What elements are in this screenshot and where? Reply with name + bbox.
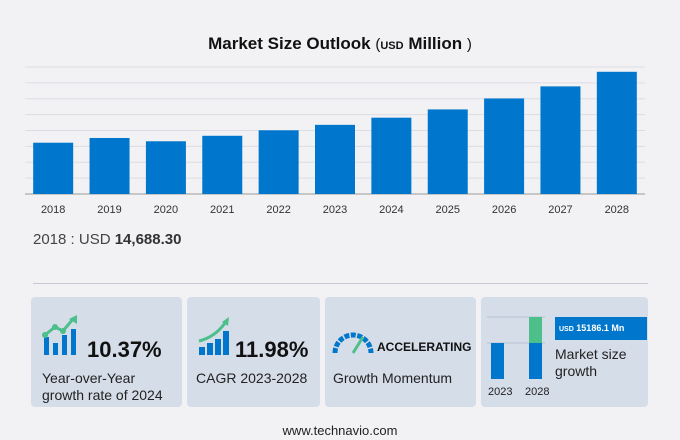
cagr-label: CAGR 2023-2028 [196,370,308,386]
bar-2019 [89,137,130,194]
momentum-card: ACCELERATING Growth Momentum [325,297,476,407]
bar-chart: 2018 2019 2020 2021 2022 2023 2024 2025 2026 2027… [25,66,645,216]
base-value-number: 14,688.30 [114,231,182,248]
badge-value: 15186.1 Mn [576,323,625,333]
bar-2022 [258,130,299,194]
bar-2025 [427,109,468,194]
base-value-label: 2018 : USD [33,231,111,248]
x-tick-label: 2018 [41,204,65,216]
bar-2020 [145,141,186,194]
bar-2021 [202,135,243,194]
bar-2024 [371,117,412,194]
growth-label-2: growth [555,363,598,379]
title-paren: ) [466,36,472,53]
x-tick-label: 2024 [379,204,403,216]
bar-2028 [596,71,637,194]
title-main: Market Size Outlook [208,34,371,53]
badge-unit: USD [559,326,574,333]
base-value: 2018 : USD 14,688.30 [33,231,181,248]
footer-url[interactable]: www.technavio.com [282,423,398,438]
bar-2028-increment [529,317,542,343]
x-tick-label: 2028 [605,204,629,216]
yoy-label-2: growth rate of 2024 [42,387,163,403]
x-tick-label: 2026 [492,204,516,216]
bar-2023 [491,343,504,379]
x-tick-label: 2020 [154,204,178,216]
title-unit-small: USD [380,40,404,52]
x-tick-label: 2021 [210,204,234,216]
year-2023-label: 2023 [488,386,513,398]
growth-chart-icon [42,315,77,355]
yoy-card: 10.37% Year-over-Year growth rate of 202… [31,297,182,407]
title-unit: Million [408,34,463,53]
x-tick-label: 2025 [435,204,459,216]
year-2028-label: 2028 [525,386,550,398]
x-tick-label: 2027 [548,204,572,216]
cagr-value: 11.98% [235,337,309,362]
momentum-label: Growth Momentum [333,370,453,386]
chart-title: Market Size Outlook (USD Million ) [0,34,680,54]
bar-2023 [315,124,355,194]
speedometer-icon [332,332,374,354]
trend-up-icon [198,317,229,355]
growth-badge: USD 15186.1 Mn [555,317,647,340]
x-tick-label: 2022 [266,204,290,216]
cagr-card: 11.98% CAGR 2023-2028 [187,297,320,407]
yoy-value: 10.37% [87,337,162,362]
bar-2027 [540,86,581,194]
growth-mini-chart [487,316,545,379]
bar-2018 [33,142,74,194]
yoy-label: Year-over-Year [42,370,136,386]
momentum-value: ACCELERATING [377,340,472,354]
x-tick-label: 2019 [97,204,121,216]
bar-2026 [484,98,525,194]
divider [33,283,648,284]
growth-label: Market size [555,346,627,362]
title-paren: ( [375,36,381,53]
growth-card: 2023 2028 USD 15186.1 Mn Market size gro… [481,297,648,407]
x-tick-label: 2023 [323,204,347,216]
bar-2028 [529,343,542,379]
